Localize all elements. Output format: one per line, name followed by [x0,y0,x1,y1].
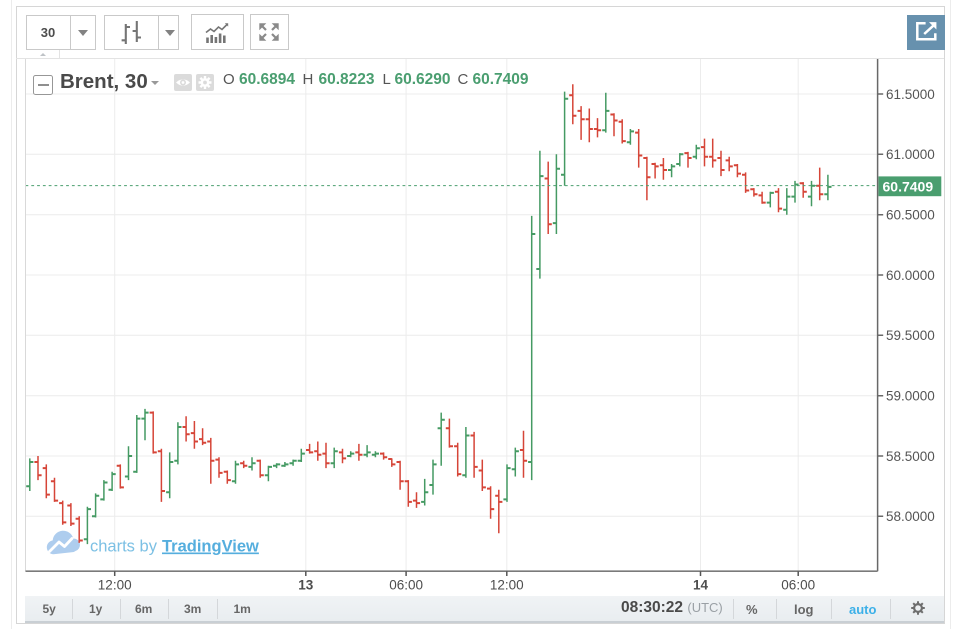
svg-text:58.5000: 58.5000 [886,449,935,464]
svg-text:14: 14 [693,578,709,593]
svg-text:61.5000: 61.5000 [886,87,935,102]
svg-text:TradingView: TradingView [162,538,259,556]
svg-text:61.0000: 61.0000 [886,147,935,162]
svg-text:06:00: 06:00 [389,578,423,593]
svg-text:60.5000: 60.5000 [886,208,935,223]
svg-text:59.5000: 59.5000 [886,328,935,343]
svg-text:13: 13 [298,578,314,593]
svg-text:60.0000: 60.0000 [886,268,935,283]
svg-text:12:00: 12:00 [98,578,132,593]
svg-text:58.0000: 58.0000 [886,509,935,524]
svg-text:60.7409: 60.7409 [883,178,934,194]
svg-text:59.0000: 59.0000 [886,389,935,404]
svg-text:12:00: 12:00 [490,578,524,593]
svg-text:charts by: charts by [90,538,158,556]
svg-text:06:00: 06:00 [781,578,815,593]
